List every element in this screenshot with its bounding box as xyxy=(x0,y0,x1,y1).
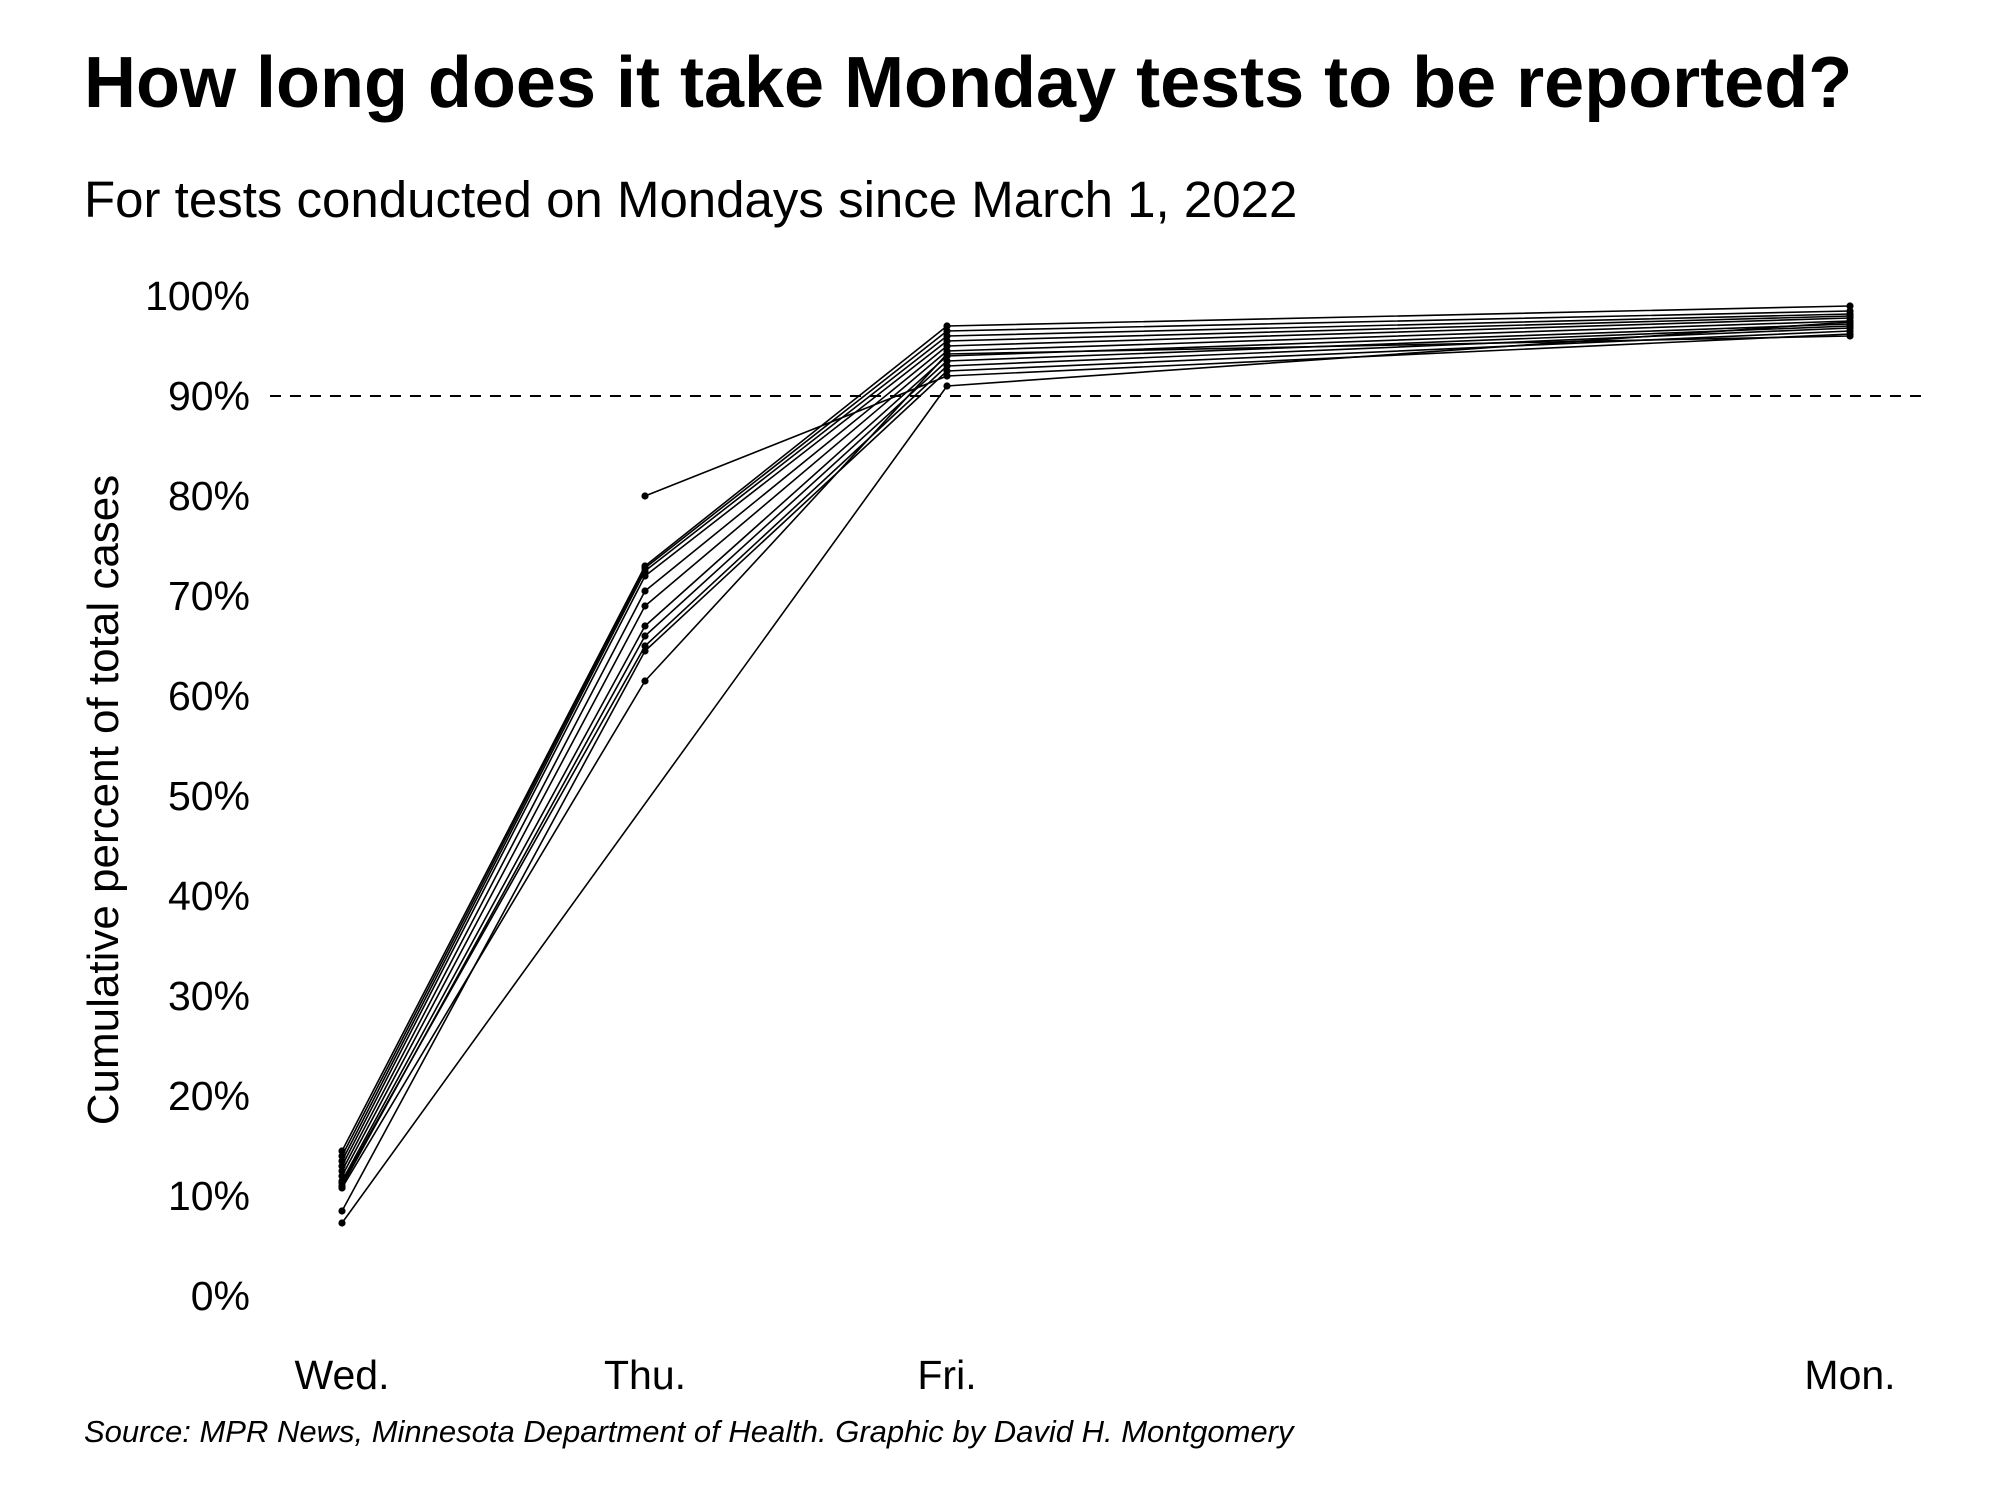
x-tick-label: Mon. xyxy=(1804,1352,1895,1398)
series-line xyxy=(341,315,1851,1167)
series-line xyxy=(341,327,1851,1184)
y-tick-label: 30% xyxy=(168,973,250,1019)
data-point xyxy=(338,1207,346,1215)
y-tick-label: 80% xyxy=(168,473,250,519)
data-point xyxy=(943,357,951,365)
series-line xyxy=(341,305,1851,1152)
data-point xyxy=(641,567,649,575)
data-point xyxy=(641,677,649,685)
data-point xyxy=(943,332,951,340)
data-point xyxy=(641,647,649,655)
data-point xyxy=(943,372,951,380)
series-line xyxy=(341,317,1851,1172)
data-point xyxy=(641,492,649,500)
data-point xyxy=(338,1184,346,1192)
data-point xyxy=(338,1167,346,1175)
data-point xyxy=(1846,332,1854,340)
data-point xyxy=(943,342,951,350)
data-point xyxy=(641,602,649,610)
y-tick-label: 90% xyxy=(168,373,250,419)
data-point xyxy=(943,327,951,335)
data-point xyxy=(338,1147,346,1155)
y-axis-title: Cumulative percent of total cases xyxy=(79,475,128,1126)
data-point xyxy=(641,642,649,650)
x-axis-ticks: Wed. Thu. Fri. Mon. xyxy=(295,1352,1896,1398)
series-line xyxy=(341,323,1851,1182)
y-tick-label: 100% xyxy=(145,273,250,319)
y-tick-label: 40% xyxy=(168,873,250,919)
data-point xyxy=(338,1179,346,1187)
chart-source: Source: MPR News, Minnesota Department o… xyxy=(84,1414,1294,1449)
y-tick-label: 20% xyxy=(168,1073,250,1119)
data-point xyxy=(338,1162,346,1170)
data-point xyxy=(943,382,951,390)
y-tick-label: 0% xyxy=(191,1273,250,1319)
data-point xyxy=(338,1157,346,1165)
data-point xyxy=(641,587,649,595)
y-tick-label: 50% xyxy=(168,773,250,819)
data-point xyxy=(641,632,649,640)
chart-subtitle: For tests conducted on Mondays since Mar… xyxy=(84,171,1298,228)
data-point xyxy=(338,1219,346,1227)
series-line xyxy=(341,320,1851,1177)
y-tick-label: 70% xyxy=(168,573,250,619)
series-line xyxy=(341,313,1851,1162)
chart-title: How long does it take Monday tests to be… xyxy=(84,43,1853,123)
data-point xyxy=(338,1152,346,1160)
x-tick-label: Wed. xyxy=(295,1352,390,1398)
series-line xyxy=(341,330,1851,1212)
series-line xyxy=(341,321,1851,1224)
x-tick-label: Fri. xyxy=(917,1352,976,1398)
y-tick-label: 10% xyxy=(168,1173,250,1219)
x-tick-label: Thu. xyxy=(604,1352,686,1398)
data-point xyxy=(641,622,649,630)
y-axis-ticks: 0% 10% 20% 30% 40% 50% 60% 70% 80% 90% 100% xyxy=(145,273,250,1319)
data-point xyxy=(943,367,951,375)
series-line xyxy=(341,310,1851,1157)
series-line xyxy=(341,335,1851,1189)
data-point xyxy=(943,350,951,358)
data-point xyxy=(641,572,649,580)
series-points xyxy=(338,302,1854,1227)
series-lines xyxy=(341,305,1851,1224)
series-line xyxy=(341,325,1851,1187)
data-point xyxy=(1846,318,1854,326)
data-point xyxy=(943,337,951,345)
data-point xyxy=(338,1172,346,1180)
data-point xyxy=(943,322,951,330)
data-point xyxy=(1846,302,1854,310)
data-point xyxy=(943,362,951,370)
y-tick-label: 60% xyxy=(168,673,250,719)
